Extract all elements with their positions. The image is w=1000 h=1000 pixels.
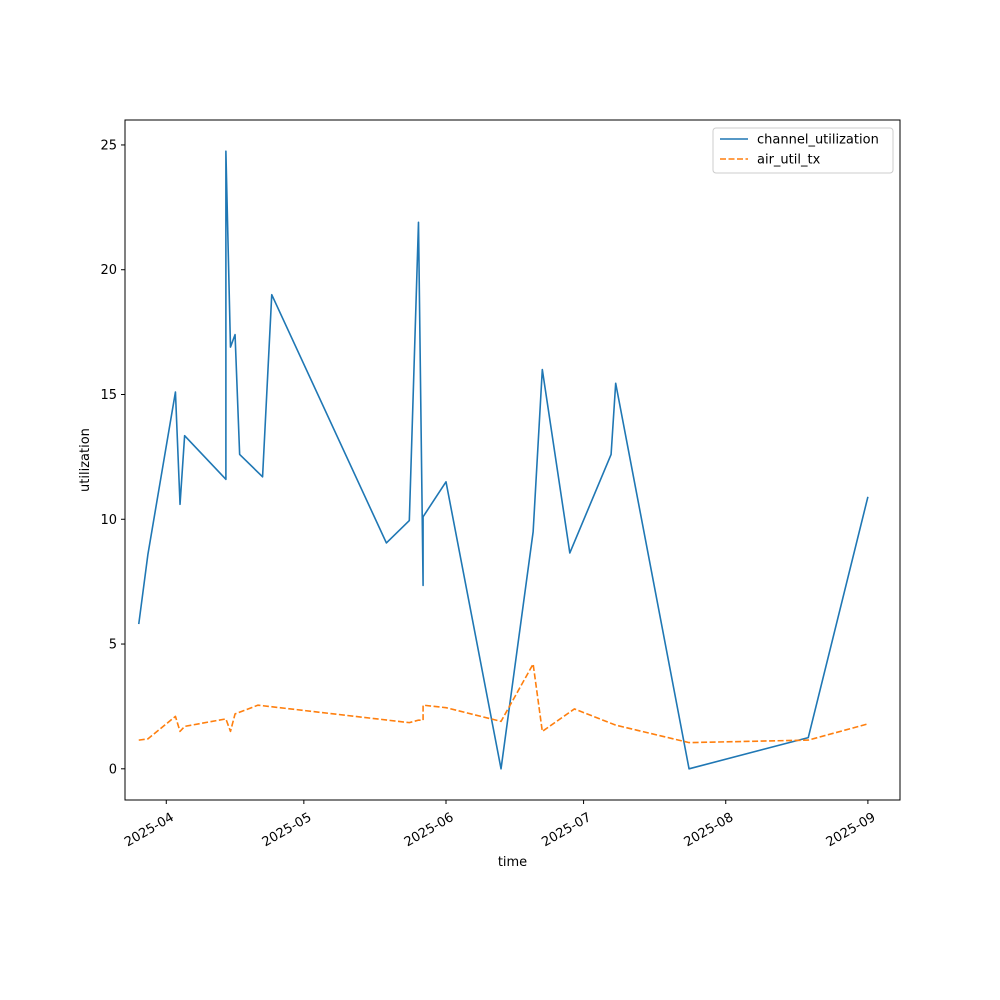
y-tick-label: 0 [109, 762, 117, 777]
legend-box [712, 127, 894, 174]
y-tick-label: 15 [100, 388, 117, 403]
series-layer [137, 150, 869, 770]
x-axis-label: time [498, 855, 527, 870]
series-line-channel-utilization [137, 150, 869, 770]
y-tick-label: 25 [100, 138, 117, 153]
y-tick-label: 10 [100, 513, 117, 528]
legend-label: air_util_tx [757, 153, 821, 168]
y-tick-label: 5 [109, 638, 117, 653]
y-axis-label: utilization [78, 428, 93, 492]
legend: channel_utilization air_util_tx [712, 127, 894, 174]
legend-label: channel_utilization [757, 133, 879, 148]
series-line-air-util-tx [138, 663, 869, 744]
y-axis: 0 5 10 15 20 25 [100, 138, 125, 777]
y-tick-label: 20 [100, 263, 117, 278]
plot-frame [124, 119, 901, 801]
